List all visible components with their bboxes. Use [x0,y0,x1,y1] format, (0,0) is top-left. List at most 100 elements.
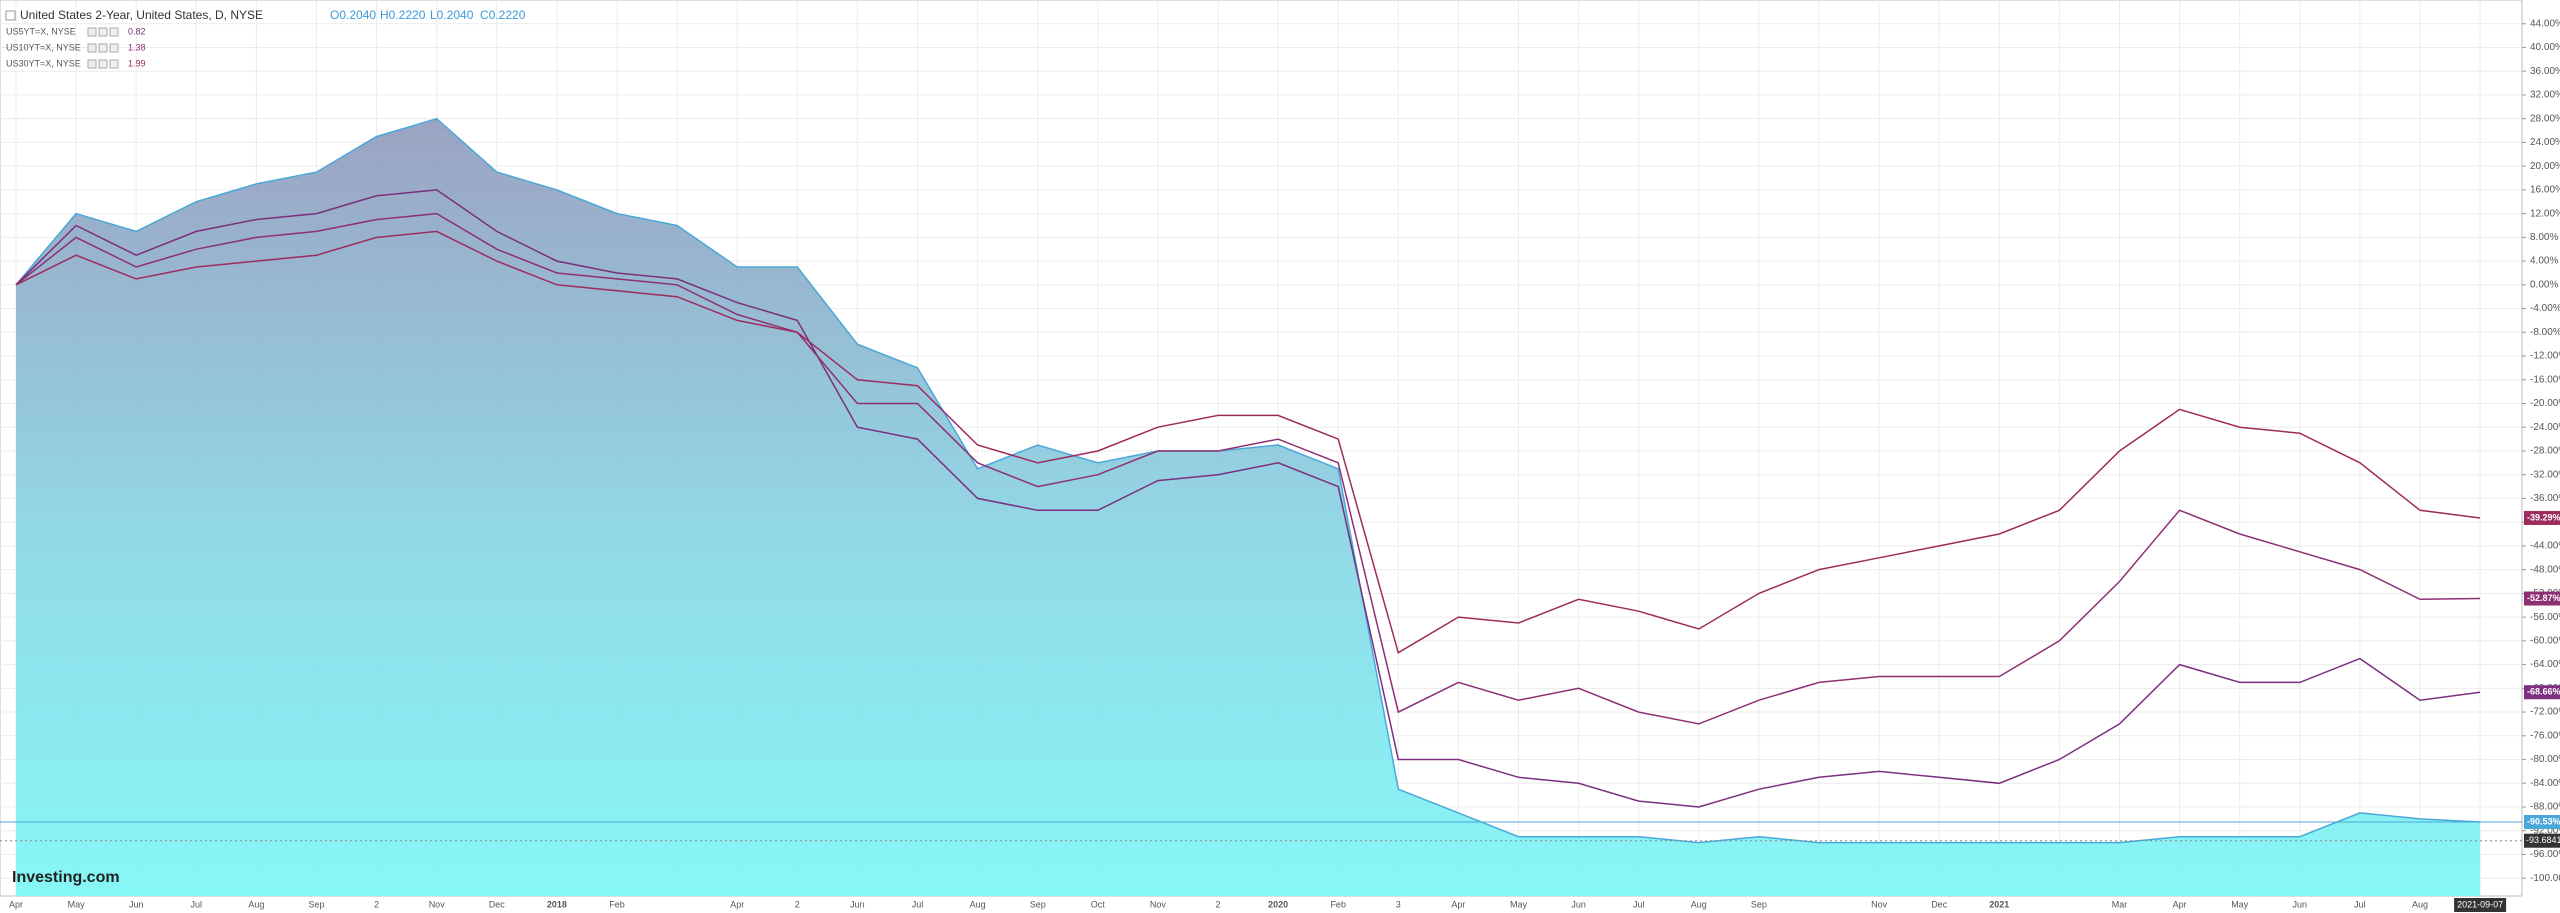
legend-icon [98,59,108,69]
y-tick-label: -60.00% [2530,635,2560,646]
legend-value: 0.82 [128,26,146,36]
x-tick-label: Aug [970,899,986,909]
legend-ohlc: L0.2040 [430,8,474,22]
x-tick-label: 2 [1215,899,1220,909]
legend-name: US30YT=X, NYSE [6,58,81,68]
x-tick-label: Oct [1091,899,1106,909]
y-tick-label: 40.00% [2530,42,2560,53]
legend-icon [87,27,97,37]
x-tick-label: 2 [374,899,379,909]
y-tick-label: -8.00% [2530,327,2560,338]
x-tick-label: 2018 [547,899,567,909]
y-tick-label: -100.00% [2530,873,2560,884]
x-tick-label: 3 [1396,899,1401,909]
series-line [15,212,2481,725]
x-tick-label: Jun [1571,899,1586,909]
x-tick-label: Jul [912,899,924,909]
legend-toggle [5,10,16,21]
y-tick-label: -20.00% [2530,398,2560,409]
y-tick-label: -76.00% [2530,730,2560,741]
legend-icon [109,27,119,37]
x-tick-label: Jul [191,899,203,909]
y-tick-label: 4.00% [2530,256,2558,267]
legend-ohlc: O0.2040 [330,8,376,22]
value-label-box [2524,591,2560,606]
y-tick-label: -4.00% [2530,303,2560,314]
x-tick-label: Apr [9,899,23,909]
legend-value: 1.38 [128,42,146,52]
x-tick-label: Dec [1931,899,1948,909]
x-tick-label: Aug [248,899,264,909]
value-label: -39.29% [2527,512,2560,522]
x-tick-label: Nov [429,899,446,909]
y-tick-label: -88.00% [2530,802,2560,813]
marks [0,117,2522,896]
x-tick-label: Apr [730,899,744,909]
x-tick-label: Jun [850,899,865,909]
y-tick-label: -44.00% [2530,541,2560,552]
y-tick-label: -28.00% [2530,446,2560,457]
y-tick-label: -64.00% [2530,659,2560,670]
area-line [15,117,2481,844]
y-tick-label: 44.00% [2530,18,2560,29]
legend-title: United States 2-Year, United States, D, … [20,8,263,22]
x-tick-label: May [68,899,86,909]
x-cursor-box [2454,898,2507,912]
y-tick-label: -32.00% [2530,469,2560,480]
y-tick-label: -80.00% [2530,754,2560,765]
y-tick-label: 12.00% [2530,208,2560,219]
y-tick-label: 32.00% [2530,90,2560,101]
legend-value: 1.99 [128,58,146,68]
y-tick-label: 36.00% [2530,66,2560,77]
x-tick-label: Dec [489,899,506,909]
x-tick-label: May [2231,899,2249,909]
x-tick-label: Apr [1451,899,1465,909]
x-tick-label: Mar [2112,899,2128,909]
y-tick-label: 0.00% [2530,279,2558,290]
legend: United States 2-Year, United States, D, … [5,8,526,69]
x-tick-label: Jun [2293,899,2308,909]
legend-ohlc: H0.2220 [380,8,426,22]
legend-icon [109,59,119,69]
legend-icon [98,43,108,53]
y-tick-label: -92.00% [2530,825,2560,836]
x-tick-label: Nov [1150,899,1167,909]
y-tick-label: 16.00% [2530,185,2560,196]
y-tick-label: -24.00% [2530,422,2560,433]
y-tick-label: -96.00% [2530,849,2560,860]
x-tick-label: Sep [1030,899,1046,909]
watermark: Investing.com [12,869,120,886]
legend-icon [87,43,97,53]
y-tick-label: 24.00% [2530,137,2560,148]
y-tick-label: -84.00% [2530,778,2560,789]
crosshair-box [2524,833,2560,848]
legend-icon [109,43,119,53]
area-fill [16,118,2481,896]
x-tick-label: Apr [2173,899,2187,909]
x-tick-label: Sep [308,899,324,909]
series-line [15,230,2481,654]
legend-name: US10YT=X, NYSE [6,42,81,52]
y-tick-label: -16.00% [2530,374,2560,385]
legend-name: US5YT=X, NYSE [6,26,76,36]
legend-ohlc: C0.2220 [480,8,526,22]
y-tick-label: 20.00% [2530,161,2560,172]
y-tick-label: 8.00% [2530,232,2558,243]
value-label: -68.66% [2527,687,2560,697]
x-tick-label: 2021-09-07 [2457,899,2503,909]
x-tick-label: 2020 [1268,899,1288,909]
x-tick-label: Sep [1751,899,1767,909]
x-tick-label: 2 [795,899,800,909]
y-tick-label: -12.00% [2530,351,2560,362]
legend-icon [98,27,108,37]
x-tick-label: Jul [1633,899,1645,909]
x-tick-label: Jun [129,899,144,909]
value-label: -52.87% [2527,593,2560,603]
x-tick-label: Feb [1330,899,1346,909]
labels: 44.00%40.00%36.00%32.00%28.00%24.00%20.0… [9,18,2560,912]
value-label-box [2524,685,2560,700]
x-tick-label: Jul [2354,899,2366,909]
value-label-box [2524,510,2560,525]
